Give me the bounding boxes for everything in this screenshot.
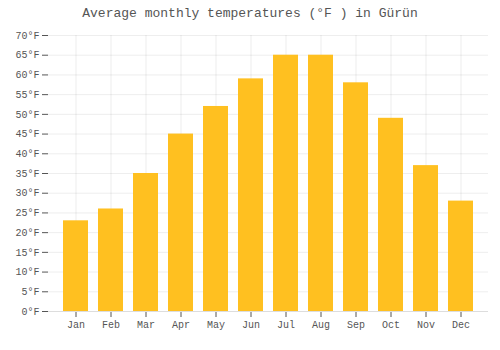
svg-text:20°F: 20°F [15, 228, 39, 239]
svg-text:Nov: Nov [417, 320, 435, 331]
svg-text:Dec: Dec [452, 320, 470, 331]
svg-text:55°F: 55°F [15, 90, 39, 101]
svg-text:5°F: 5°F [21, 287, 39, 298]
svg-text:25°F: 25°F [15, 208, 39, 219]
svg-text:45°F: 45°F [15, 129, 39, 140]
svg-text:35°F: 35°F [15, 169, 39, 180]
svg-text:10°F: 10°F [15, 267, 39, 278]
svg-text:Aug: Aug [312, 320, 330, 331]
svg-text:30°F: 30°F [15, 188, 39, 199]
svg-text:Sep: Sep [347, 320, 365, 331]
svg-text:Feb: Feb [102, 320, 120, 331]
svg-text:15°F: 15°F [15, 248, 39, 259]
svg-text:0°F: 0°F [21, 307, 39, 318]
svg-text:Jun: Jun [242, 320, 260, 331]
html-text:Average monthly temperatures (: Average monthly temperatures (°F ) in Gü… [82, 6, 418, 21]
svg-text:Jul: Jul [277, 320, 295, 331]
svg-text:50°F: 50°F [15, 110, 39, 121]
svg-text:60°F: 60°F [15, 70, 39, 81]
svg-text:Mar: Mar [137, 320, 155, 331]
svg-text:Jan: Jan [67, 320, 85, 331]
svg-text:Oct: Oct [382, 320, 400, 331]
svg-text:65°F: 65°F [15, 50, 39, 61]
svg-text:Apr: Apr [172, 320, 190, 331]
svg-text:70°F: 70°F [15, 31, 39, 42]
svg-text:40°F: 40°F [15, 149, 39, 160]
svg-text:May: May [207, 320, 225, 331]
